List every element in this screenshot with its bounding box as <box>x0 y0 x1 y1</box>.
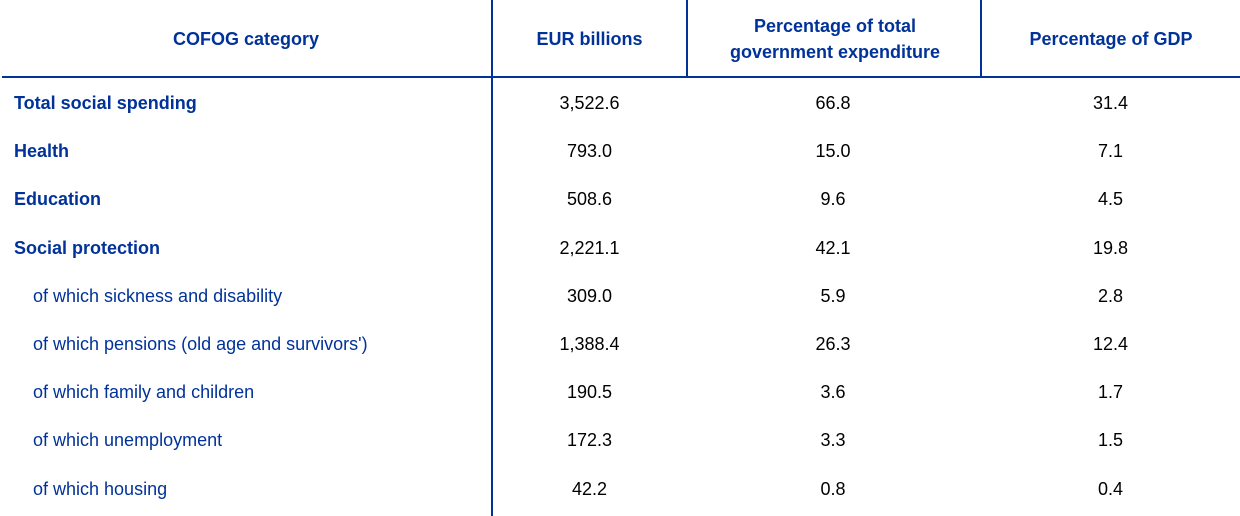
column-header: Percentage of total government expenditu… <box>729 16 941 62</box>
row-label: of which sickness and disability <box>33 285 283 306</box>
cell-value: 508.6 <box>566 189 613 210</box>
row-label: of which pensions (old age and survivors… <box>33 334 368 354</box>
cell-value: 15.0 <box>815 141 851 162</box>
cell-value: 793.0 <box>566 141 613 162</box>
row-label: of which housing <box>33 478 168 499</box>
column-rule <box>980 0 982 77</box>
row-label: Health <box>14 141 70 162</box>
row-label: of which family and children <box>33 382 255 403</box>
cell-value: 31.4 <box>1092 93 1129 113</box>
cell-value: 0.8 <box>820 478 846 499</box>
column-header: Percentage of GDP <box>1029 29 1193 49</box>
column-header: EUR billions <box>536 29 643 49</box>
cell-value: 42.2 <box>571 478 608 499</box>
cell-value: 66.8 <box>815 93 851 113</box>
cell-value: 42.1 <box>815 237 851 258</box>
column-rule <box>491 0 493 516</box>
column-header: COFOG category <box>172 29 320 49</box>
cell-value: 172.3 <box>566 430 613 451</box>
cell-value: 3,522.6 <box>559 93 620 113</box>
cell-value: 7.1 <box>1097 141 1124 162</box>
cell-value: 309.0 <box>566 285 613 306</box>
row-label: Total social spending <box>14 93 197 113</box>
cell-value: 5.9 <box>820 285 846 306</box>
cell-value: 12.4 <box>1092 334 1129 354</box>
cell-value: 9.6 <box>820 189 846 210</box>
row-label: Education <box>14 189 102 210</box>
cell-value: 190.5 <box>566 382 613 403</box>
column-rule <box>686 0 688 77</box>
cell-value: 19.8 <box>1092 237 1129 258</box>
cell-value: 1.5 <box>1097 430 1124 451</box>
cell-value: 2.8 <box>1097 285 1124 306</box>
row-label: Social protection <box>14 237 161 258</box>
cell-value: 1.7 <box>1097 382 1124 403</box>
cell-value: 4.5 <box>1097 189 1124 210</box>
header-rule <box>2 76 1240 78</box>
cell-value: 26.3 <box>815 334 851 354</box>
row-label: of which unemployment <box>33 430 223 451</box>
cell-value: 1,388.4 <box>559 334 620 354</box>
cell-value: 0.4 <box>1097 478 1124 499</box>
cell-value: 3.6 <box>820 382 846 403</box>
cell-value: 2,221.1 <box>559 237 620 258</box>
cell-value: 3.3 <box>820 430 846 451</box>
